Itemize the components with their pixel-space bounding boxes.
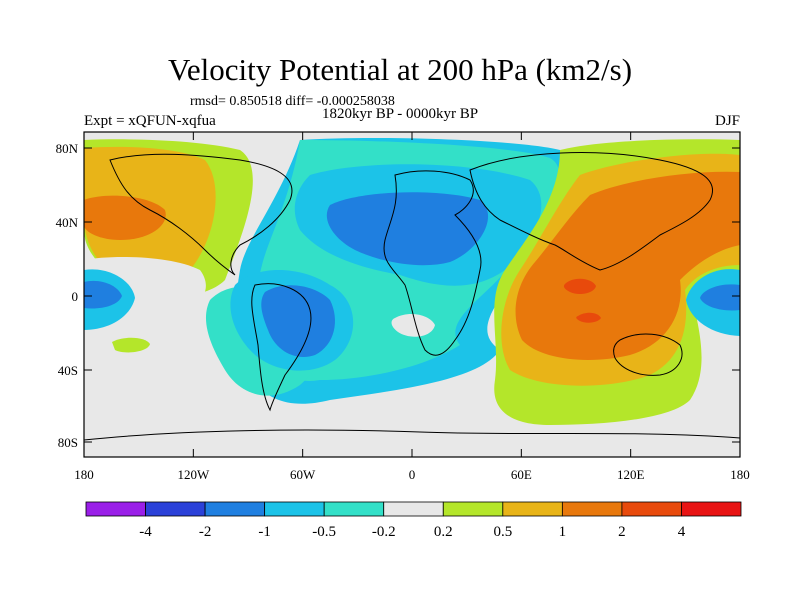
coastline-south-america (251, 283, 312, 412)
lat-label: 40S (58, 363, 78, 378)
colorbar-swatch (561, 501, 623, 517)
lon-label: 60W (290, 467, 316, 482)
colorbar-swatch (323, 501, 385, 517)
colorbar-swatch (681, 501, 742, 517)
colorbar-label: -1 (258, 524, 271, 540)
axis-ticks (83, 132, 741, 457)
negative-region-darkblue-north (326, 192, 489, 266)
colorbar-swatch (383, 501, 444, 517)
colorbar-label: 0.5 (493, 524, 512, 540)
colorbar-label: 0.2 (434, 524, 453, 540)
colorbar-label: -0.2 (372, 524, 396, 540)
colorbar-labels: -4 -2 -1 -0.5 -0.2 0.2 0.5 1 2 4 (139, 524, 685, 540)
stats-text: rmsd= 0.850518 diff= -0.000258038 (190, 94, 395, 109)
neutral-island-south-atlantic (391, 314, 435, 337)
coastlines (83, 152, 741, 441)
colorbar-swatch (204, 501, 266, 517)
negative-region-darkblue-south (261, 285, 335, 358)
period-label: 1820kyr BP - 0000kyr BP (322, 106, 479, 122)
lat-label: 0 (72, 289, 79, 304)
coastline-asia (469, 152, 713, 271)
lon-label: 120W (177, 467, 210, 482)
longitude-labels: 180 120W 60W 0 60E 120E 180 (74, 467, 750, 482)
plot-title: Velocity Potential at 200 hPa (km2/s) (167, 52, 633, 87)
colorbar-swatch (264, 501, 325, 517)
positive-region-lime-southwest (112, 337, 150, 353)
latitude-labels: 80N 40N 0 40S 80S (56, 141, 79, 450)
colorbar-label: -2 (199, 524, 212, 540)
colorbar (85, 501, 742, 517)
experiment-label: Expt = xQFUN-xqfua (84, 113, 216, 129)
negative-region-west-edge (84, 280, 122, 309)
colorbar-swatch (145, 501, 206, 517)
lon-label: 0 (409, 467, 416, 482)
coastline-north-america (109, 153, 293, 276)
lon-label: 180 (730, 467, 750, 482)
season-label: DJF (714, 113, 740, 129)
field-layer (84, 132, 740, 457)
colorbar-label: 1 (559, 524, 567, 540)
lat-label: 40N (56, 215, 79, 230)
coastline-australia (613, 333, 683, 376)
lat-label: 80N (56, 141, 79, 156)
lon-label: 120E (617, 467, 645, 482)
positive-region-red-1 (563, 278, 596, 294)
lon-label: 180 (74, 467, 94, 482)
colorbar-swatch (442, 501, 504, 517)
positive-region-orange (515, 171, 740, 360)
colorbar-label: -4 (139, 524, 152, 540)
negative-region-east-edge (700, 284, 740, 311)
colorbar-label: 2 (618, 524, 626, 540)
colorbar-swatch (621, 501, 682, 517)
colorbar-swatch (502, 501, 563, 517)
positive-region-red-2 (576, 312, 601, 323)
lat-label: 80S (58, 435, 78, 450)
coastline-antarctica (83, 429, 741, 441)
colorbar-label: -0.5 (312, 524, 336, 540)
colorbar-swatch (85, 501, 146, 517)
lon-label: 60E (511, 467, 532, 482)
coastline-europe-africa (383, 170, 482, 356)
positive-region-orange-northwest (84, 195, 166, 240)
colorbar-label: 4 (678, 524, 686, 540)
